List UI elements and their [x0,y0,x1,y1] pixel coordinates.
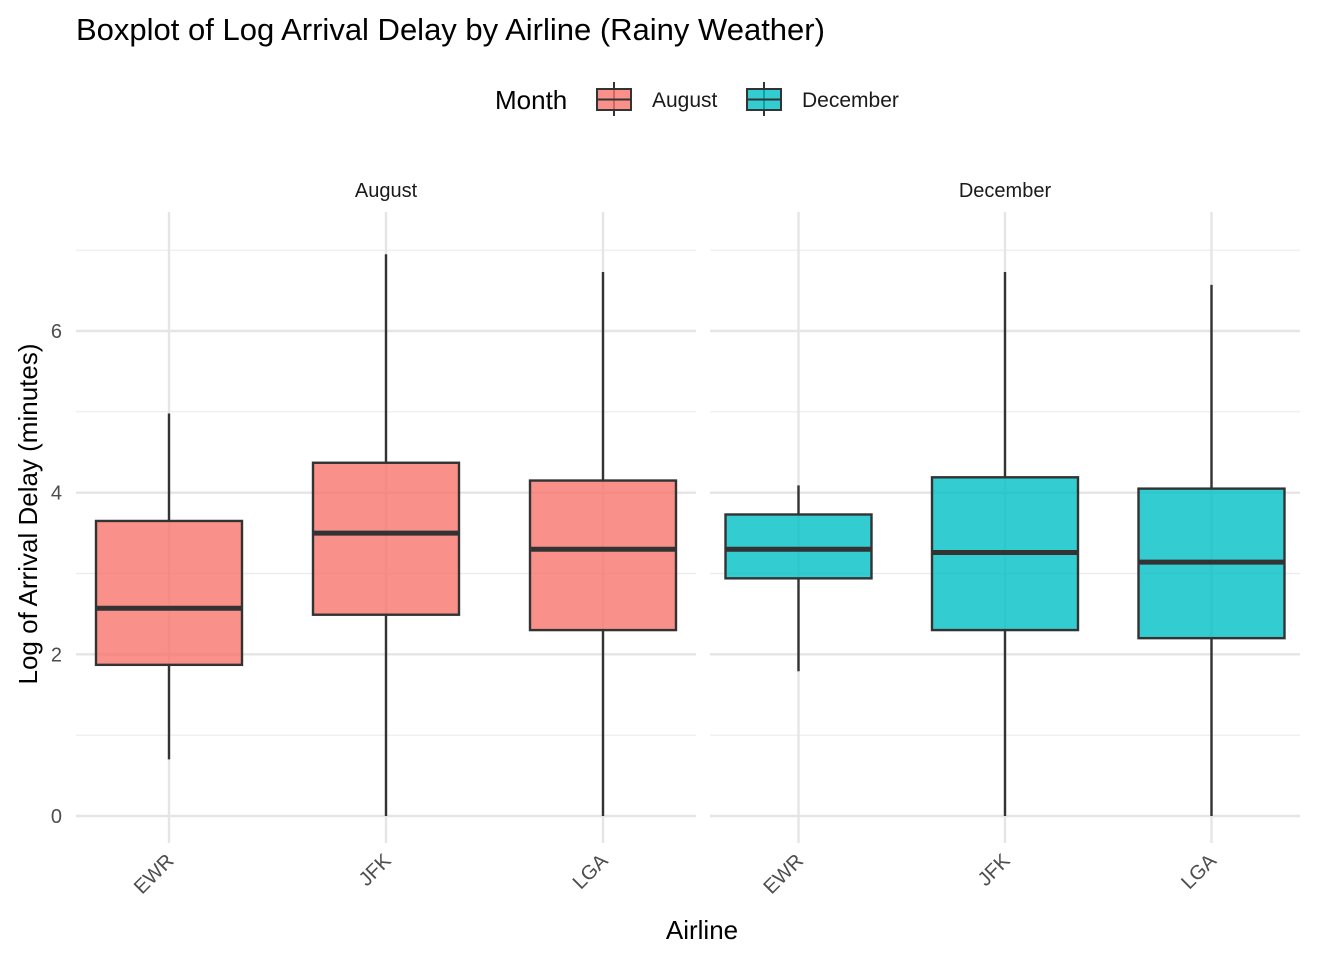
box-iqr [528,479,678,632]
box-iqr [94,519,244,667]
x-tick-label: EWR [130,850,179,899]
chart-title: Boxplot of Log Arrival Delay by Airline … [76,12,825,47]
x-tick-label: EWR [759,850,808,899]
facet-strip-label: August [355,180,418,202]
y-tick-label: 2 [51,644,62,666]
y-tick-label: 4 [51,483,62,505]
legend-label: August [652,89,718,112]
box-december-jfk [930,271,1080,816]
box-august-ewr [94,413,244,760]
y-tick-label: 6 [51,321,62,343]
legend-entry-august: August [596,82,718,116]
facet-panel-december: December EWR JFK LGA [710,180,1300,899]
legend-entry-december: December [746,82,899,116]
facet-strip-label: December [959,180,1052,202]
legend-title: Month [495,85,567,115]
legend-label: December [802,89,899,112]
box-iqr [724,513,873,580]
x-tick-label: LGA [1177,850,1221,894]
x-tick-label: JFK [355,850,396,891]
x-tick-label: JFK [974,850,1015,891]
legend: Month August December [495,82,899,116]
box-august-jfk [311,254,461,816]
box-december-ewr [724,485,873,672]
facet-panel-august: August EWR JFK LGA [76,180,696,899]
y-axis-title: Log of Arrival Delay (minutes) [13,343,43,684]
y-tick-label: 0 [51,806,62,828]
box-iqr [311,461,461,616]
box-december-lga [1137,284,1286,816]
x-axis-title: Airline [666,915,738,945]
box-august-lga [528,271,678,816]
facet-panels: August EWR JFK LGA December EWR JFK LGA 0 2 4 6 [51,180,1300,899]
x-tick-label: LGA [569,850,613,894]
